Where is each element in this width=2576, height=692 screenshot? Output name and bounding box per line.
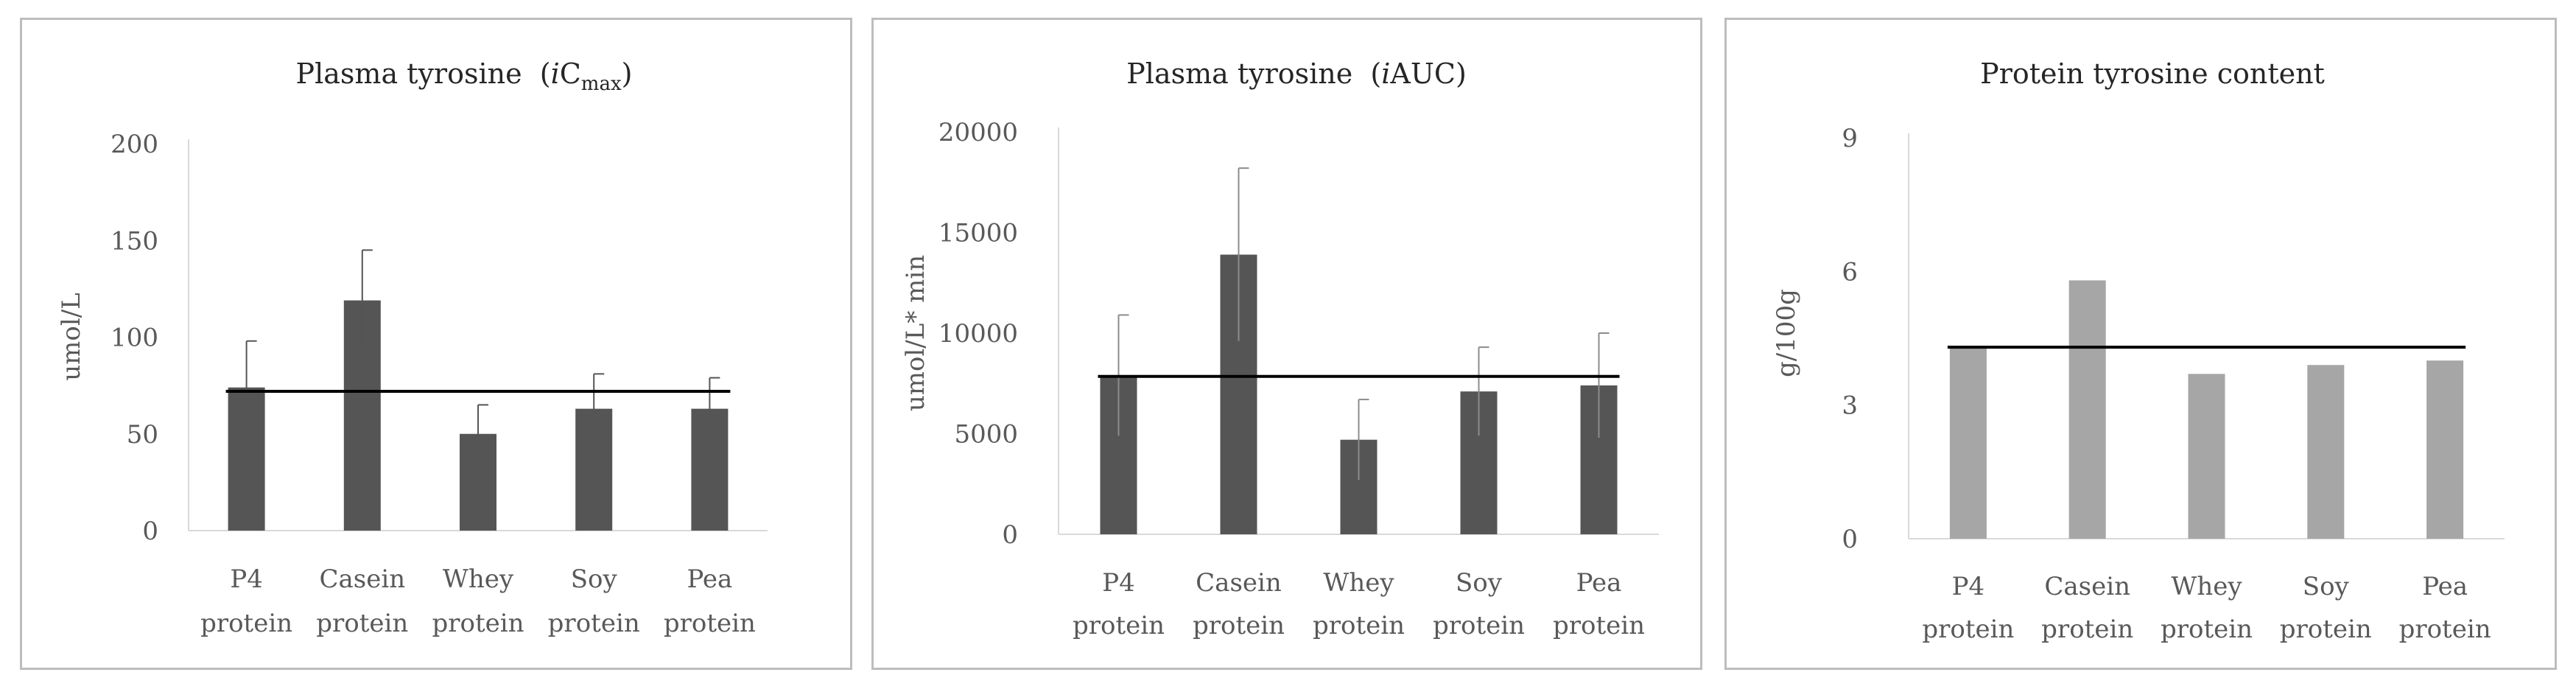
chart-panel-content: Protein tyrosine content g/100g 0 3 6 9 P4 prot… xyxy=(1724,18,2557,670)
x-tick-label-line1: Pea xyxy=(1576,568,1622,598)
y-tick-label: 0 xyxy=(1842,525,1858,554)
chart-title: Plasma tyrosine (iCmax) xyxy=(296,57,633,95)
bar xyxy=(2068,280,2106,539)
y-tick-label: 200 xyxy=(110,130,158,159)
chart-icmax-svg: Plasma tyrosine (iCmax) umol/L 0 50 100 150 20… xyxy=(57,57,768,638)
x-tick-label-line2: protein xyxy=(316,609,408,638)
chart-title-italic: i xyxy=(551,57,560,90)
chart-panel-iauc: Plasma tyrosine (iAUC) umol/L* min 0 5000 10… xyxy=(871,18,1702,670)
x-tick-label-line2: protein xyxy=(1193,611,1285,640)
y-tick-label: 9 xyxy=(1842,124,1858,153)
x-tick-label-line1: Casein xyxy=(1196,568,1282,598)
y-tick-label: 6 xyxy=(1842,257,1858,287)
x-tick-label-line1: Whey xyxy=(2171,572,2242,601)
x-tick-label-line1: Pea xyxy=(687,565,733,594)
chart-title-subscript: max xyxy=(581,73,622,95)
bar xyxy=(2188,374,2225,539)
x-tick-label-line2: protein xyxy=(664,609,756,638)
x-tick-label-line1: P4 xyxy=(1952,572,1985,601)
x-tick-label-line2: protein xyxy=(2161,615,2253,644)
chart-title-main: Plasma tyrosine xyxy=(1126,57,1352,90)
x-tick-label-line2: protein xyxy=(1922,615,2014,644)
chart-title-metric: AUC xyxy=(1389,57,1456,90)
chart-content-svg: Protein tyrosine content g/100g 0 3 6 9 P4 prot… xyxy=(1772,57,2505,644)
x-tick-label-line1: Whey xyxy=(443,565,514,594)
x-tick-label-line1: Casein xyxy=(2044,572,2130,601)
chart-title-italic: i xyxy=(1381,57,1390,90)
y-tick-label: 150 xyxy=(110,226,158,256)
x-tick-label-line1: P4 xyxy=(230,565,263,594)
x-tick-label-line2: protein xyxy=(200,609,292,638)
x-tick-label-line1: Soy xyxy=(1456,568,1503,598)
bar xyxy=(1949,347,1987,539)
y-axis-label: umol/L xyxy=(57,293,86,381)
y-tick-label: 10000 xyxy=(938,319,1018,349)
y-axis-label: g/100g xyxy=(1772,289,1801,377)
x-tick-label-line2: protein xyxy=(1313,611,1405,640)
y-tick-label: 15000 xyxy=(938,219,1018,248)
x-tick-label-line2: protein xyxy=(432,609,524,638)
chart-title-paren-close: ) xyxy=(622,57,633,90)
chart-panel-icmax: Plasma tyrosine (iCmax) umol/L 0 50 100 150 20… xyxy=(20,18,852,670)
y-tick-label: 5000 xyxy=(954,420,1018,450)
y-tick-label: 0 xyxy=(142,517,158,546)
bar xyxy=(2307,365,2345,539)
x-tick-label-line2: protein xyxy=(1073,611,1165,640)
chart-title-paren-open: ( xyxy=(522,57,551,90)
y-tick-label: 50 xyxy=(127,420,158,450)
chart-title-metric: C xyxy=(560,57,581,90)
x-tick-label-line2: protein xyxy=(1553,611,1645,640)
x-tick-label-line1: Whey xyxy=(1323,568,1394,598)
chart-title: Plasma tyrosine (iAUC) xyxy=(1126,57,1467,90)
x-tick-label-line2: protein xyxy=(2041,615,2133,644)
y-tick-label: 3 xyxy=(1842,391,1858,421)
x-tick-label-line2: protein xyxy=(548,609,640,638)
bar xyxy=(2426,360,2464,539)
x-tick-label-line1: Soy xyxy=(2303,572,2350,601)
y-tick-label: 20000 xyxy=(938,118,1018,147)
y-tick-label: 0 xyxy=(1002,520,1018,550)
chart-title: Protein tyrosine content xyxy=(1980,57,2325,90)
x-tick-label-line1: Pea xyxy=(2422,572,2468,601)
x-tick-label-line1: Soy xyxy=(571,565,618,594)
x-tick-label-line2: protein xyxy=(1433,611,1525,640)
chart-title-paren-close: ) xyxy=(1456,57,1467,90)
y-tick-label: 100 xyxy=(110,324,158,353)
x-tick-label-line2: protein xyxy=(2280,615,2372,644)
y-axis-label: umol/L* min xyxy=(901,255,930,411)
x-tick-label-line2: protein xyxy=(2399,615,2491,644)
chart-iauc-svg: Plasma tyrosine (iAUC) umol/L* min 0 5000 10… xyxy=(901,57,1659,640)
chart-title-main: Protein tyrosine content xyxy=(1980,57,2325,90)
x-tick-label-line1: Casein xyxy=(319,565,405,594)
chart-title-paren-open: ( xyxy=(1352,57,1381,90)
x-tick-label-line1: P4 xyxy=(1102,568,1135,598)
chart-title-main: Plasma tyrosine xyxy=(296,57,522,90)
